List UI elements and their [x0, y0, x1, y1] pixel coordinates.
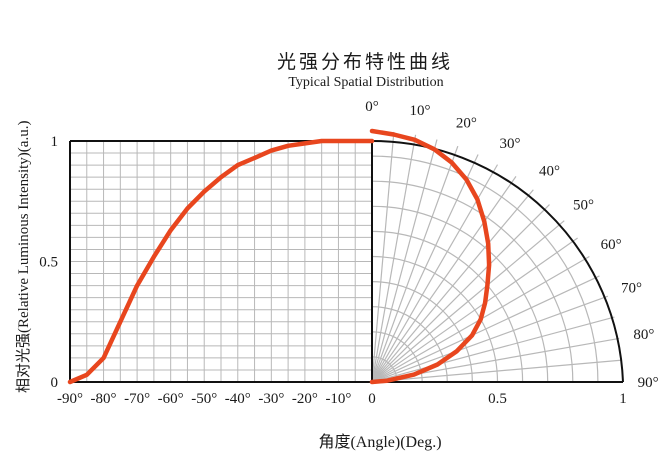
polar-grid-spoke	[371, 220, 565, 383]
polar-outer-arc	[371, 139, 624, 383]
radius-tick-label: 1	[619, 391, 627, 407]
y-tick-label: 1	[51, 134, 59, 150]
polar-grid-spoke	[371, 134, 417, 383]
y-tick-label: 0.5	[39, 255, 58, 271]
x-tick-label: -80°	[91, 391, 117, 407]
polar-grid-spoke	[371, 295, 609, 383]
x-tick-label: -40°	[225, 391, 251, 407]
chart-subtitle: Typical Spatial Distribution	[288, 75, 444, 90]
angle-tick-label: 80°	[633, 327, 654, 343]
curve-layer	[67, 128, 492, 385]
polar-grid-spoke	[371, 359, 623, 383]
chart-title: 光强分布特性曲线	[276, 52, 453, 73]
polar-grid-spoke	[371, 154, 479, 383]
angle-tick-label: 70°	[621, 281, 642, 297]
polar-grid-spoke	[371, 176, 517, 383]
y-tick-label: 0	[51, 375, 59, 391]
x-tick-label: -90°	[57, 391, 83, 407]
x-tick-label: -60°	[158, 391, 184, 407]
polar-grid-spoke	[371, 189, 534, 383]
angle-tick-label: 20°	[456, 116, 477, 132]
x-tick-label: -20°	[292, 391, 318, 407]
x-tick-label: -70°	[124, 391, 150, 407]
polar-grid-spoke	[371, 131, 395, 383]
x-axis-label: 角度(Angle)(Deg.)	[318, 434, 442, 451]
polar-grid-spoke	[371, 237, 578, 383]
angle-tick-label: 50°	[573, 198, 594, 214]
polar-grid-spoke	[371, 275, 600, 383]
x-tick-label: -10°	[325, 391, 351, 407]
radius-tick-label: 0.5	[488, 391, 507, 407]
polar-intensity-curve	[369, 128, 492, 385]
angle-tick-label: 30°	[500, 136, 521, 152]
x-tick-label: -30°	[258, 391, 284, 407]
angle-tick-label: 10°	[409, 103, 430, 119]
polar-grid-spoke	[371, 316, 615, 383]
angle-tick-label: 60°	[601, 237, 622, 253]
polar-grid-spoke	[371, 204, 550, 383]
grid-layer	[70, 131, 623, 383]
angle-tick-label: 90°	[638, 375, 659, 391]
angle-tick-label: 0°	[365, 99, 379, 115]
polar-grid-spoke	[371, 139, 438, 383]
tick-labels-layer: 0 0.5 1 -90° -80° -70° -60° -50° -40° -30° -20° -10…	[39, 99, 658, 407]
polar-grid-spoke	[371, 145, 459, 383]
cartesian-intensity-curve	[67, 138, 375, 385]
angle-tick-label: 40°	[539, 163, 560, 179]
x-tick-label: 0	[368, 391, 376, 407]
x-tick-label: -50°	[191, 391, 217, 407]
